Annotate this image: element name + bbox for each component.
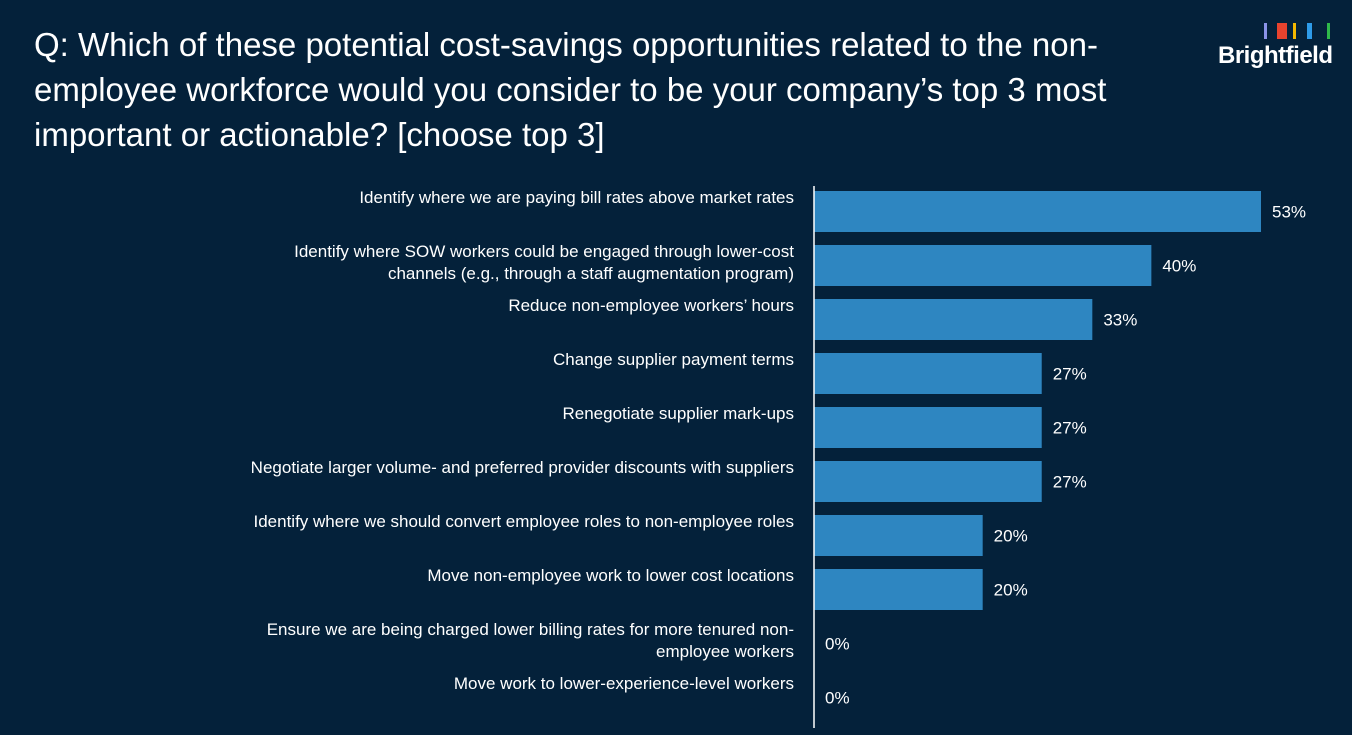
- category-label-1: Identify where we are paying bill rates …: [359, 188, 794, 207]
- slide-title: Q: Which of these potential cost-savings…: [34, 26, 1107, 153]
- category-label-2: Identify where SOW workers could be enga…: [294, 242, 794, 283]
- logo-bar-3: [1293, 23, 1296, 39]
- category-label-line: employee workers: [656, 642, 794, 661]
- logo-bar-4: [1307, 23, 1312, 39]
- category-label-3: Reduce non-employee workers’ hours: [508, 296, 794, 315]
- value-label-4: 27%: [1053, 365, 1087, 384]
- category-label-5: Renegotiate supplier mark-ups: [562, 404, 794, 423]
- logo-bars-icon: [1264, 23, 1330, 39]
- value-label-6: 27%: [1053, 473, 1087, 492]
- value-labels-group: 53% 40% 33% 27% 27% 27% 20% 20% 0% 0%: [825, 203, 1306, 708]
- value-label-10: 0%: [825, 689, 850, 708]
- category-labels-group: Identify where we are paying bill rates …: [251, 188, 795, 693]
- category-label-4: Change supplier payment terms: [553, 350, 794, 369]
- category-label-line: Reduce non-employee workers’ hours: [508, 296, 794, 315]
- category-label-line: Identify where we are paying bill rates …: [359, 188, 794, 207]
- category-label-line: Identify where SOW workers could be enga…: [294, 242, 794, 261]
- category-label-line: Negotiate larger volume- and preferred p…: [251, 458, 794, 477]
- bar-5: [814, 407, 1042, 448]
- bar-4: [814, 353, 1042, 394]
- bar-7: [814, 515, 983, 556]
- brightfield-logo: Brightfield: [1212, 20, 1336, 72]
- value-label-5: 27%: [1053, 419, 1087, 438]
- logo-bar-1: [1264, 23, 1267, 39]
- category-label-line: channels (e.g., through a staff augmenta…: [388, 264, 794, 283]
- value-label-2: 40%: [1162, 257, 1196, 276]
- category-label-line: Identify where we should convert employe…: [253, 512, 794, 531]
- category-label-line: Move non-employee work to lower cost loc…: [427, 566, 794, 585]
- bar-8: [814, 569, 983, 610]
- logo-bar-2: [1277, 23, 1287, 39]
- value-label-7: 20%: [994, 527, 1028, 546]
- category-label-9: Ensure we are being charged lower billin…: [267, 620, 794, 661]
- value-label-1: 53%: [1272, 203, 1306, 222]
- category-label-10: Move work to lower-experience-level work…: [454, 674, 794, 693]
- logo-text: Brightfield: [1218, 42, 1333, 69]
- bars-group: [814, 191, 1261, 610]
- category-label-line: Ensure we are being charged lower billin…: [267, 620, 794, 639]
- logo-bar-5: [1327, 23, 1330, 39]
- value-label-9: 0%: [825, 635, 850, 654]
- category-label-line: Renegotiate supplier mark-ups: [562, 404, 794, 423]
- category-label-line: Change supplier payment terms: [553, 350, 794, 369]
- value-label-3: 33%: [1103, 311, 1137, 330]
- value-label-8: 20%: [994, 581, 1028, 600]
- category-label-7: Identify where we should convert employe…: [253, 512, 794, 531]
- bar-2: [814, 245, 1152, 286]
- bar-3: [814, 299, 1093, 340]
- bar-6: [814, 461, 1042, 502]
- category-label-8: Move non-employee work to lower cost loc…: [427, 566, 794, 585]
- category-label-line: Move work to lower-experience-level work…: [454, 674, 794, 693]
- bar-1: [814, 191, 1261, 232]
- category-label-6: Negotiate larger volume- and preferred p…: [251, 458, 794, 477]
